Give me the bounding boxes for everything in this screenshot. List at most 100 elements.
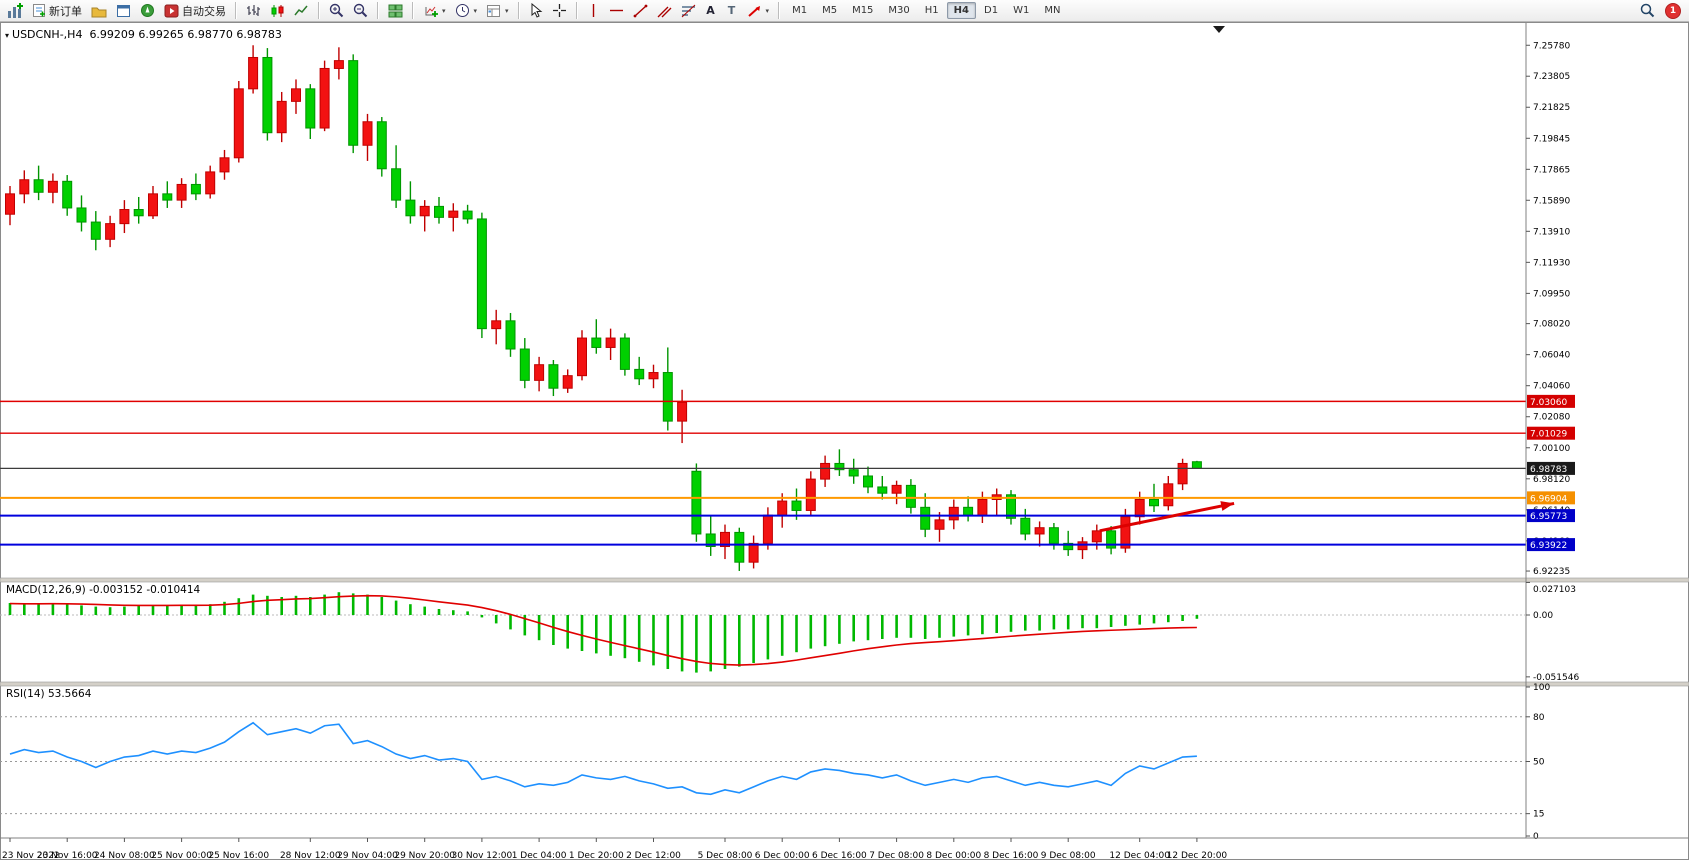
candle-down <box>262 56 273 134</box>
candle-down <box>133 209 144 217</box>
chart-window: 7.25780 7.23805 7.21825 7.19845 7.17865 7.158… <box>0 22 1689 860</box>
tab-timeframe-m5[interactable]: M5 <box>822 5 838 16</box>
horizontal-line-tool-button[interactable] <box>605 1 628 20</box>
tab-timeframe-h4[interactable]: H4 <box>946 2 976 19</box>
chart-shift-marker[interactable] <box>1213 26 1225 33</box>
toolbar-divider <box>235 2 237 19</box>
bar-chart-button[interactable] <box>242 1 265 20</box>
auto-trading-label: 自动交易 <box>182 4 226 18</box>
chart-canvas[interactable]: 7.25780 7.23805 7.21825 7.19845 7.17865 7.158… <box>0 22 1689 860</box>
candle-up <box>1134 498 1145 518</box>
candle-down <box>848 469 859 477</box>
channel-tool-button[interactable] <box>653 1 676 20</box>
rsi-value: 53.5664 <box>47 688 92 700</box>
templates-icon <box>487 4 501 17</box>
candle-up <box>562 375 573 389</box>
price-tick-label: 7.25780 <box>1533 41 1570 51</box>
tab-timeframe-m15[interactable]: M15 <box>852 5 874 16</box>
chart-ohlc-values: 6.99209 6.99265 6.98770 6.98783 <box>89 28 282 41</box>
candle-up <box>820 462 831 480</box>
candle-down <box>591 337 602 348</box>
price-tick-label: 7.08020 <box>1533 320 1570 330</box>
cursor-tool-button[interactable] <box>525 1 547 20</box>
horizontal-lines <box>0 400 1526 546</box>
rsi-scale-label: 0 <box>1533 832 1539 842</box>
time-axis-label: 1 Dec 04:00 <box>512 851 567 860</box>
panel-divider[interactable] <box>0 577 1689 583</box>
candle-down <box>62 180 73 209</box>
templates-button[interactable]: ▾ <box>482 1 513 20</box>
data-window-button[interactable] <box>112 1 135 20</box>
zoom-out-icon <box>353 3 368 18</box>
candle-up <box>419 205 430 217</box>
candlestick-chart-button[interactable] <box>266 1 289 20</box>
time-axis-label: 23 Nov 16:00 <box>37 851 98 860</box>
time-axis-label: 8 Dec 00:00 <box>926 851 981 860</box>
candle-up <box>491 320 502 330</box>
candle-up <box>648 372 659 380</box>
macd-scale-label: -0.051546 <box>1533 673 1579 683</box>
label-tool-button[interactable]: T <box>722 1 742 20</box>
tab-timeframe-d1[interactable]: D1 <box>984 5 999 16</box>
candle-down <box>1006 494 1016 519</box>
tab-timeframe-h1[interactable]: H1 <box>924 5 939 16</box>
zoom-out-button[interactable] <box>349 1 372 20</box>
candlestick-chart-icon <box>271 4 284 17</box>
trendline-tool-button[interactable] <box>629 1 652 20</box>
panel-divider[interactable] <box>0 681 1689 687</box>
price-tick-label: 7.09950 <box>1533 289 1570 299</box>
time-axis-label: 29 Nov 20:00 <box>394 851 455 860</box>
tab-timeframe-m30[interactable]: M30 <box>888 5 910 16</box>
price-tick-label: 7.23805 <box>1533 72 1570 82</box>
candle-up <box>1120 516 1131 549</box>
new-order-label: 新订单 <box>49 4 82 18</box>
candle-down <box>1048 527 1059 544</box>
bar-chart-icon <box>247 4 260 16</box>
tile-windows-button[interactable] <box>384 1 407 20</box>
candle-up <box>1177 462 1188 485</box>
candle-down <box>863 475 873 488</box>
tab-timeframe-w1[interactable]: W1 <box>1013 5 1030 16</box>
zoom-in-button[interactable] <box>325 1 348 20</box>
candle-down <box>619 337 630 370</box>
macd-panel: 0.027103 0.00 -0.051546 <box>0 581 1579 683</box>
indicators-button[interactable]: ▾ <box>419 1 450 20</box>
price-tick-label: 7.19845 <box>1533 134 1570 144</box>
text-tool-button[interactable]: A <box>701 1 721 20</box>
time-axis-label: 30 Nov 12:00 <box>452 851 513 860</box>
price-axis[interactable]: 7.25780 7.23805 7.21825 7.19845 7.17865 7.158… <box>1525 23 1575 838</box>
candle-up <box>5 193 15 215</box>
candle-down <box>348 60 359 146</box>
time-axis-label: 23 Nov 2022 <box>2 851 60 860</box>
candle-up <box>291 88 301 102</box>
profiles-button[interactable] <box>87 1 111 20</box>
candle-down <box>791 500 802 511</box>
candle-down <box>834 462 845 471</box>
price-tick-label: 7.17865 <box>1533 165 1570 175</box>
candle-up <box>805 478 816 511</box>
notification-badge[interactable]: 1 <box>1665 2 1681 19</box>
navigator-button[interactable] <box>136 1 159 20</box>
tab-timeframe-mn[interactable]: MN <box>1044 5 1061 16</box>
vertical-line-tool-button[interactable] <box>583 1 604 20</box>
trend-arrow-object[interactable] <box>1099 501 1235 533</box>
tab-timeframe-m1[interactable]: M1 <box>792 5 808 16</box>
line-chart-button[interactable] <box>290 1 313 20</box>
search-button[interactable] <box>1636 1 1659 20</box>
macd-label: MACD(12,26,9) -0.003152 -0.010414 <box>6 584 200 596</box>
new-order-button[interactable]: 新订单 <box>28 1 86 20</box>
candle-up <box>47 180 58 193</box>
new-chart-icon <box>8 2 23 18</box>
arrows-tool-button[interactable]: ▾ <box>743 1 774 20</box>
periods-button[interactable]: ▾ <box>451 1 482 20</box>
crosshair-tool-button[interactable] <box>548 1 571 20</box>
candle-up <box>205 171 216 195</box>
price-badge-label: 6.93922 <box>1530 541 1567 551</box>
fibonacci-tool-button[interactable] <box>677 1 700 20</box>
one-click-trading-toggle[interactable]: ▾ <box>5 31 10 40</box>
time-axis-label: 7 Dec 08:00 <box>869 851 924 860</box>
auto-trading-button[interactable]: 自动交易 <box>160 1 230 20</box>
auto-trading-icon <box>164 4 179 17</box>
new-chart-button[interactable] <box>3 1 27 20</box>
